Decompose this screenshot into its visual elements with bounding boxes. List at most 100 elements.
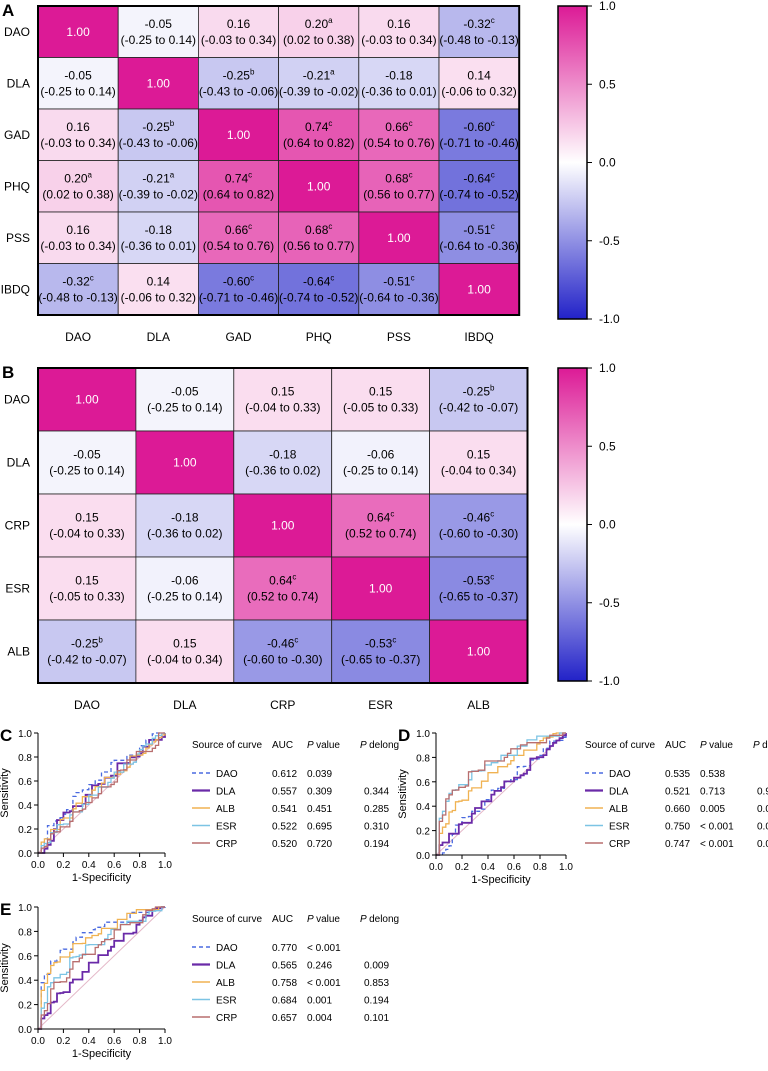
cell-ci-label: (-0.25 to 0.14) [121,33,196,47]
heatmap-cell [117,211,199,264]
cell-value-label: -0.46c [463,510,494,525]
heatmap-cell [233,367,333,432]
legend-label: DAO [609,769,631,780]
p-value: 0.005 [700,804,725,815]
legend-label: ESR [609,822,630,833]
y-axis-label: Sensitivity [397,769,409,819]
roc-chart-E: E 0.00.0 0.2 0.2 0.4 0.4 0.6 0.6 0.8 0.8 1.0 1.0 1-S… [0,900,399,1060]
cell-value-label: -0.18 [385,68,413,82]
y-tick-label: 1.0 [18,903,32,914]
row-label: ESR [5,582,30,596]
heatmap-cell [233,493,333,558]
heatmap-cell [438,57,520,110]
cell-value-label: -0.18 [269,448,297,462]
heatmap-cell [197,263,279,316]
table-header: AUC [272,914,293,925]
legend-label: CRP [216,839,237,850]
heatmap-cell [117,57,199,110]
cell-value-label: -0.25b [223,67,255,82]
cell-value-label: -0.32c [463,16,494,31]
heatmap-cell [197,160,279,213]
row-label: PHQ [4,179,30,193]
heatmap-A: A 1.00 -0.05 (-0.25 to 0.14) 0.16 (-0.03 to 0… [1,1,521,344]
colorbar-tick-label: 0.0 [599,518,616,532]
p-delong-value: 0.194 [364,839,389,850]
cell-ci-label: (-0.36 to 0.01) [121,239,196,253]
cell-ci-label: (-0.04 to 0.33) [49,527,124,541]
row-label: ALB [7,645,30,659]
heatmap-cell [37,430,137,495]
y-axis-label: Sensitivity [0,768,11,818]
panel-label-E: E [0,900,11,919]
auc-value: 0.612 [272,769,297,780]
legend-label: ALB [216,804,235,815]
legend-label: ALB [216,978,235,989]
heatmap-cell [135,367,235,432]
p-delong-value: 0.101 [364,1013,389,1024]
y-tick-label: 0.2 [18,825,32,836]
heatmap-cell [331,430,431,495]
table-header: P value [700,740,733,751]
cell-ci-label: (-0.43 to -0.06) [199,84,278,98]
heatmap-B: B 1.00 -0.05 (-0.25 to 0.14) 0.15 (-0.04 to 0… [2,363,529,712]
cell-ci-label: (-0.60 to -0.30) [243,653,322,667]
roc-curve-alb [38,733,166,854]
roc-curve-alb [436,732,566,856]
heatmap-cell [37,619,137,684]
cell-value-label: 0.15 [369,385,393,399]
roc-curve-dao [38,906,166,1030]
cell-value-label: -0.25b [71,636,103,651]
heatmap-cell [233,430,333,495]
cell-ci-label: (-0.03 to 0.34) [201,33,276,47]
roc-chart-C: C 0.00.0 0.2 0.2 0.4 0.4 0.6 0.6 0.8 0.8 1.0 1.0 1-S… [0,726,399,884]
cell-ci-label: (-0.42 to -0.07) [439,401,518,415]
heatmap-cell [331,367,431,432]
heatmap-cell [233,556,333,621]
roc-curve-alb [38,906,165,1030]
colorbar-tick-label: -1.0 [599,674,620,688]
table-header: AUC [272,740,293,751]
cell-value-label: 1.00 [173,456,197,470]
heatmap-cell [197,211,279,264]
auc-value: 0.522 [272,822,297,833]
cell-ci-label: (-0.60 to -0.30) [439,527,518,541]
heatmap-cell [197,57,279,110]
roc-curve-crp [38,906,165,1030]
cell-ci-label: (-0.04 to 0.34) [441,464,516,478]
cell-value-label: -0.05 [64,68,92,82]
p-value: 0.720 [307,839,332,850]
colorbar-tick-label: 1.0 [599,361,616,375]
cell-value-label: 0.74c [225,170,252,185]
p-value: < 0.001 [700,839,734,850]
auc-value: 0.758 [272,978,297,989]
heatmap-cell [278,108,360,161]
colorbar-tick-label: 0.5 [599,439,616,453]
cell-ci-label: (-0.64 to -0.36) [359,290,438,304]
y-axis-label: Sensitivity [0,943,11,993]
heatmap-cell [429,556,528,621]
cell-ci-label: (-0.25 to 0.14) [147,590,222,604]
legend-label: DAO [216,943,238,954]
cell-ci-label: (-0.65 to -0.37) [341,653,420,667]
cell-value-label: -0.53c [365,636,396,651]
p-delong-value: 0.960 [757,787,768,798]
cell-ci-label: (-0.74 to -0.52) [279,290,358,304]
auc-value: 0.684 [272,996,297,1007]
cell-ci-label: (-0.25 to 0.14) [49,464,124,478]
column-label: DLA [173,698,196,712]
cell-value-label: -0.05 [145,17,173,31]
x-tick-label: 0.8 [133,860,147,871]
heatmap-frame [37,367,529,684]
row-label: IBDQ [1,282,30,296]
cell-ci-label: (-0.25 to 0.14) [40,84,115,98]
auc-value: 0.535 [665,769,690,780]
heatmap-cell [429,493,528,558]
y-tick-label: 0.6 [416,778,430,789]
cell-value-label: 0.15 [75,574,99,588]
cell-value-label: -0.32c [62,273,93,288]
heatmap-cell [197,5,279,58]
cell-ci-label: (-0.64 to -0.36) [439,239,518,253]
x-tick-label: 0.6 [507,862,521,873]
p-delong-value: 0.004 [757,822,768,833]
heatmap-cell [117,5,199,58]
